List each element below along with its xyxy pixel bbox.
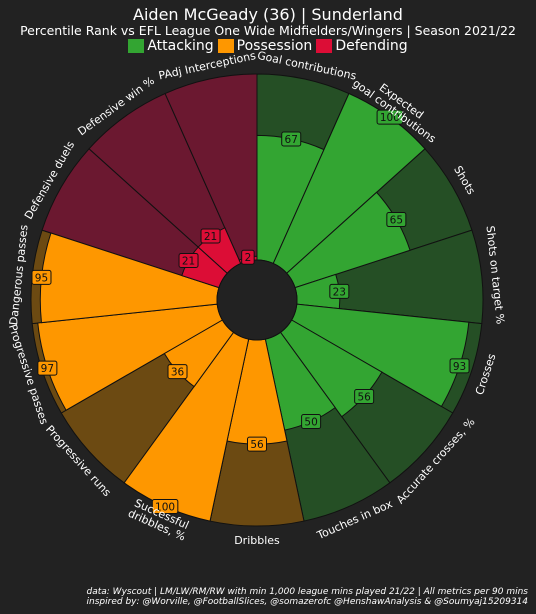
value-label-defensive-win: 21 xyxy=(204,231,217,243)
legend-item-defending: Defending xyxy=(316,38,408,54)
legend-item-possession: Possession xyxy=(217,38,313,54)
value-badge-shots xyxy=(386,212,407,228)
legend: Attacking Possession Defending xyxy=(0,38,536,54)
legend-label-attacking: Attacking xyxy=(147,38,214,54)
value-badge-crosses xyxy=(449,358,470,374)
value-badge-dribbles xyxy=(247,436,267,452)
value-badge-expected-goal-contributions xyxy=(376,109,404,125)
value-badge-defensive-duels xyxy=(178,252,199,268)
value-label-progressive-runs: 36 xyxy=(171,367,185,379)
value-badge-shots-on-target xyxy=(329,283,350,299)
value-badge-touches-in-box xyxy=(301,414,322,430)
value-label-successful-dribbles: 100 xyxy=(155,501,175,513)
legend-label-defending: Defending xyxy=(335,38,408,54)
value-badge-defensive-win xyxy=(200,228,221,244)
legend-item-attacking: Attacking xyxy=(128,38,214,54)
value-label-goal-contributions: 67 xyxy=(285,134,298,146)
category-label-dangerous-passes: Dangerous passes xyxy=(7,224,30,326)
value-label-defensive-duels: 21 xyxy=(182,255,195,267)
value-label-expected-goal-contributions: 100 xyxy=(380,112,400,124)
value-label-dribbles: 56 xyxy=(250,439,264,451)
value-badge-dangerous-passes xyxy=(31,269,52,285)
chart-title: Aiden McGeady (36) | Sunderland xyxy=(133,5,403,24)
value-label-touches-in-box: 50 xyxy=(304,417,317,429)
legend-swatch-defending xyxy=(316,39,333,53)
value-badge-progressive-passes xyxy=(37,360,58,376)
legend-swatch-possession xyxy=(217,39,234,53)
value-label-shots-on-target: 23 xyxy=(333,286,346,298)
value-badge-progressive-runs xyxy=(167,364,188,380)
value-badge-successful-dribbles xyxy=(151,498,179,514)
footer-inspired-by: inspired by: @Worville, @FootballSlices,… xyxy=(86,597,528,607)
value-badge-goal-contributions xyxy=(281,131,302,147)
value-label-progressive-passes: 97 xyxy=(41,363,54,375)
value-label-shots: 65 xyxy=(390,215,403,227)
footer-data-source: data: Wyscout | LM/LW/RM/RW with min 1,0… xyxy=(86,587,528,597)
legend-swatch-attacking xyxy=(128,39,145,53)
value-badge-accurate-crosses xyxy=(354,388,375,404)
chart-subtitle: Percentile Rank vs EFL League One Wide M… xyxy=(20,23,516,38)
value-label-padj-interceptions: 2 xyxy=(245,252,252,264)
category-label-shots-on-target: Shots on target % xyxy=(484,225,507,325)
legend-label-possession: Possession xyxy=(236,38,313,54)
footer-credits: data: Wyscout | LM/LW/RM/RW with min 1,0… xyxy=(87,587,528,607)
value-label-dangerous-passes: 95 xyxy=(35,272,48,284)
category-label-crosses: Crosses xyxy=(473,352,499,397)
category-label-dribbles: Dribbles xyxy=(234,534,280,547)
value-badge-padj-interceptions xyxy=(241,249,255,265)
center-hole xyxy=(216,259,298,341)
value-label-accurate-crosses: 56 xyxy=(357,391,371,403)
value-label-crosses: 93 xyxy=(453,361,466,373)
